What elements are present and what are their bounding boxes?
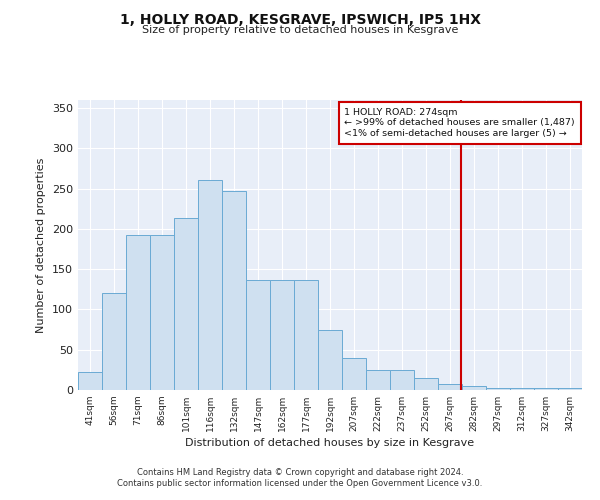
Bar [558,388,582,390]
Text: 1, HOLLY ROAD, KESGRAVE, IPSWICH, IP5 1HX: 1, HOLLY ROAD, KESGRAVE, IPSWICH, IP5 1H… [119,12,481,26]
Bar [102,294,126,390]
Bar [486,388,510,390]
Bar [438,384,462,390]
Bar [462,386,486,390]
Text: Distribution of detached houses by size in Kesgrave: Distribution of detached houses by size … [185,438,475,448]
Bar [414,378,438,390]
Text: Contains HM Land Registry data © Crown copyright and database right 2024.
Contai: Contains HM Land Registry data © Crown c… [118,468,482,487]
Bar [150,234,174,390]
Bar [174,218,198,390]
Bar [390,370,414,390]
Text: Size of property relative to detached houses in Kesgrave: Size of property relative to detached ho… [142,25,458,35]
Y-axis label: Number of detached properties: Number of detached properties [37,158,46,332]
Bar [510,388,534,390]
Bar [270,280,294,390]
Bar [198,180,222,390]
Bar [534,388,558,390]
Bar [78,372,102,390]
Text: 1 HOLLY ROAD: 274sqm
← >99% of detached houses are smaller (1,487)
<1% of semi-d: 1 HOLLY ROAD: 274sqm ← >99% of detached … [344,108,575,138]
Bar [318,330,342,390]
Bar [342,358,366,390]
Bar [366,370,390,390]
Bar [222,191,246,390]
Bar [294,280,318,390]
Bar [246,280,270,390]
Bar [126,234,150,390]
